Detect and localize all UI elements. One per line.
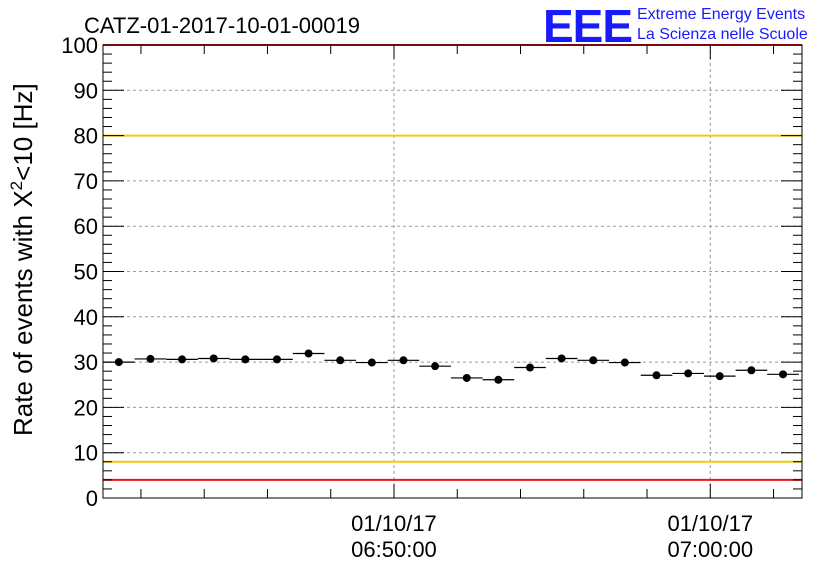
run-title: CATZ-01-2017-10-01-00019 xyxy=(84,13,360,38)
data-point xyxy=(134,354,167,363)
data-point xyxy=(356,358,388,367)
reference-lines xyxy=(103,44,802,481)
data-point-marker xyxy=(715,372,724,381)
y-axis-title-tail: <10 [Hz] xyxy=(8,83,38,181)
data-point-marker xyxy=(589,356,598,365)
data-point xyxy=(545,354,578,363)
data-point xyxy=(450,373,483,382)
data-point xyxy=(609,358,641,367)
data-point-marker xyxy=(652,371,661,380)
data-point-marker xyxy=(209,354,218,363)
data-point-marker xyxy=(431,362,440,371)
data-point xyxy=(767,370,799,379)
logo-line-2: La Scienza nelle Scuole xyxy=(637,26,808,43)
y-tick-label: 60 xyxy=(74,214,98,239)
y-axis-title-main: Rate of events with X xyxy=(8,190,38,436)
data-point-marker xyxy=(146,354,155,363)
x-tick-time: 07:00:00 xyxy=(667,537,753,562)
data-point xyxy=(482,375,515,384)
data-point xyxy=(166,355,198,364)
x-tick-time: 06:50:00 xyxy=(351,537,437,562)
data-point xyxy=(735,366,768,375)
y-tick-label: 0 xyxy=(86,486,98,511)
data-points xyxy=(103,349,799,384)
y-tick-label: 100 xyxy=(61,33,98,58)
data-point xyxy=(387,356,420,365)
data-point-marker xyxy=(494,375,503,384)
eee-logo: EEE Extreme Energy Events La Scienza nel… xyxy=(543,0,808,52)
data-point-marker xyxy=(304,349,313,358)
logo-line-1: Extreme Energy Events xyxy=(637,6,805,23)
x-tick-date: 01/10/17 xyxy=(351,511,437,536)
data-point-marker xyxy=(684,369,693,378)
data-point-marker xyxy=(241,355,250,364)
data-point-marker xyxy=(178,355,187,364)
data-point-marker xyxy=(620,358,629,367)
data-point xyxy=(514,363,546,372)
y-tick-label: 30 xyxy=(74,350,98,375)
y-tick-label: 10 xyxy=(74,441,98,466)
y-tick-label: 90 xyxy=(74,78,98,103)
data-point xyxy=(229,355,262,364)
x-tick-date: 01/10/17 xyxy=(667,511,753,536)
data-point xyxy=(640,371,673,380)
data-point-marker xyxy=(399,356,408,365)
data-point xyxy=(324,356,357,365)
data-point xyxy=(261,355,293,364)
axis-ticks xyxy=(103,44,802,499)
data-point xyxy=(672,369,704,378)
data-point xyxy=(292,349,325,358)
y-tick-label: 70 xyxy=(74,169,98,194)
data-point-marker xyxy=(779,370,788,379)
data-point xyxy=(577,356,610,365)
y-axis-title: Rate of events with X2<10 [Hz] xyxy=(7,83,38,436)
y-tick-label: 40 xyxy=(74,305,98,330)
data-point xyxy=(419,362,451,371)
data-point xyxy=(197,354,230,363)
grid-lines xyxy=(103,45,802,498)
data-point-marker xyxy=(367,358,376,367)
y-tick-label: 50 xyxy=(74,260,98,285)
data-point-marker xyxy=(525,363,534,372)
logo-eee-text: EEE xyxy=(543,0,632,52)
data-point-marker xyxy=(747,366,756,375)
data-point-marker xyxy=(557,354,566,363)
y-tick-labels: 0 10 20 30 40 50 60 70 80 90 100 xyxy=(61,33,98,511)
data-point-marker xyxy=(272,355,281,364)
y-tick-label: 20 xyxy=(74,395,98,420)
data-point-marker xyxy=(336,356,345,365)
y-tick-label: 80 xyxy=(74,124,98,149)
data-point-marker xyxy=(462,373,471,382)
data-point xyxy=(703,372,736,381)
y-axis-title-superscript: 2 xyxy=(7,181,26,190)
